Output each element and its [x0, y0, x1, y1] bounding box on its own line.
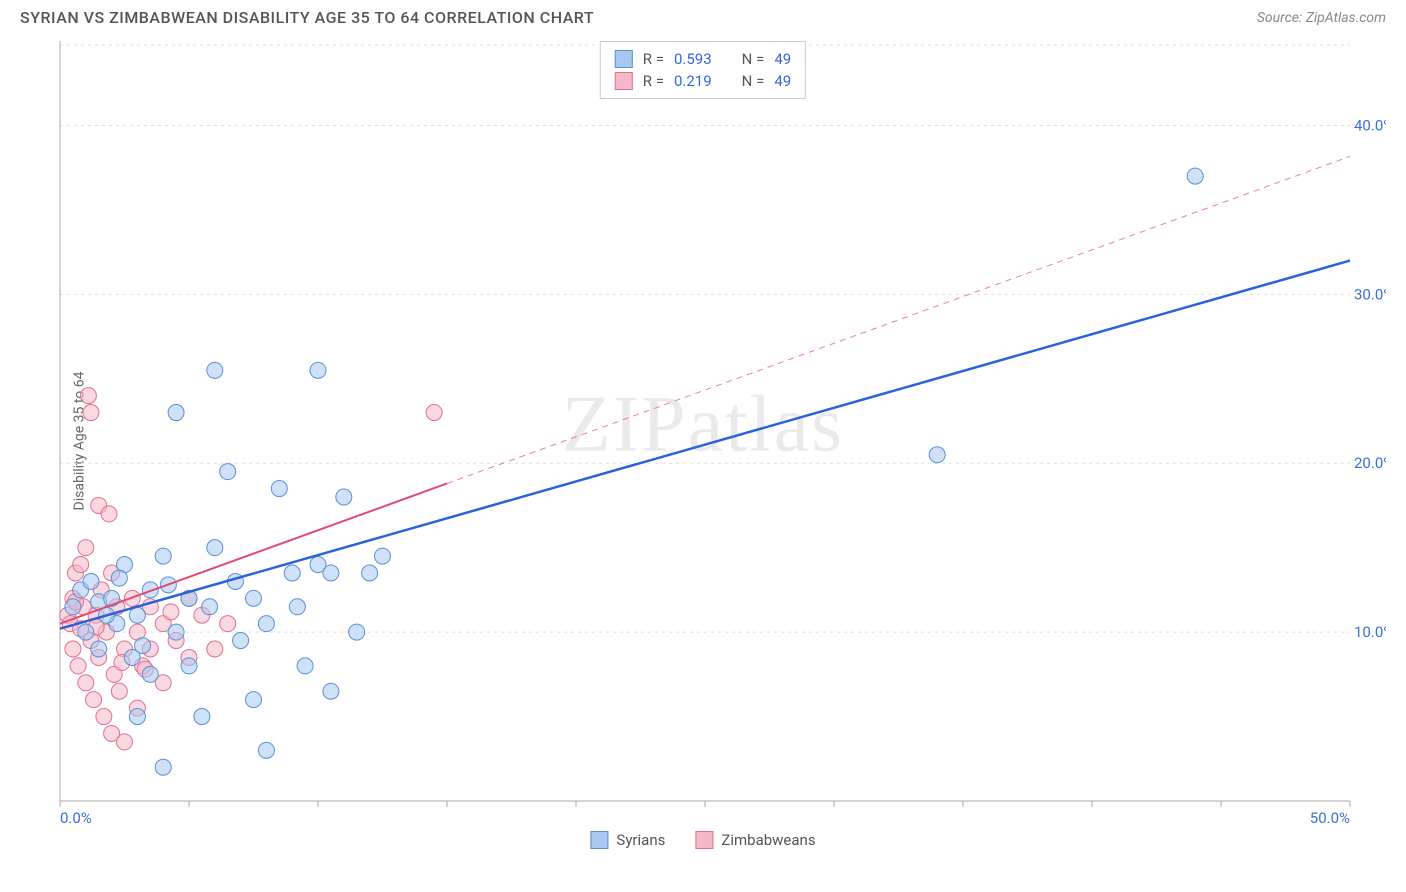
r-value: 0.219 — [674, 72, 712, 90]
chart-title: SYRIAN VS ZIMBABWEAN DISABILITY AGE 35 T… — [20, 8, 594, 27]
n-value: 49 — [774, 72, 791, 90]
y-tick-label: 10.0% — [1354, 623, 1386, 641]
chart-header: SYRIAN VS ZIMBABWEAN DISABILITY AGE 35 T… — [0, 0, 1406, 31]
r-label: R = — [643, 50, 664, 68]
n-label: N = — [742, 72, 765, 90]
r-label: R = — [643, 72, 664, 90]
n-label: N = — [742, 50, 765, 68]
legend-series-item: Syrians — [590, 831, 665, 849]
legend-series: Syrians Zimbabweans — [590, 831, 815, 849]
legend-stats-row: R = 0.219 N = 49 — [615, 70, 791, 92]
y-tick-label: 20.0% — [1354, 454, 1386, 472]
legend-series-label: Zimbabweans — [721, 831, 815, 849]
legend-swatch — [590, 831, 608, 849]
legend-swatch — [615, 50, 633, 68]
source-attribution: Source: ZipAtlas.com — [1257, 10, 1386, 26]
n-value: 49 — [774, 50, 791, 68]
legend-series-item: Zimbabweans — [695, 831, 815, 849]
r-value: 0.593 — [674, 50, 712, 68]
scatter-plot-svg: 10.0% 20.0% 30.0% 40.0% 0.0% 50.0% — [20, 31, 1386, 851]
y-tick-label: 30.0% — [1354, 285, 1386, 303]
legend-series-label: Syrians — [616, 831, 665, 849]
legend-stats-row: R = 0.593 N = 49 — [615, 48, 791, 70]
chart-area: Disability Age 35 to 64 ZIPatlas 10.0%20… — [20, 31, 1386, 851]
legend-stats: R = 0.593 N = 49 R = 0.219 N = 49 — [600, 41, 806, 99]
y-tick-label: 40.0% — [1354, 116, 1386, 134]
legend-swatch — [695, 831, 713, 849]
legend-swatch — [615, 72, 633, 90]
x-tick-label: 50.0% — [1310, 809, 1350, 827]
x-tick-label: 0.0% — [60, 809, 92, 827]
